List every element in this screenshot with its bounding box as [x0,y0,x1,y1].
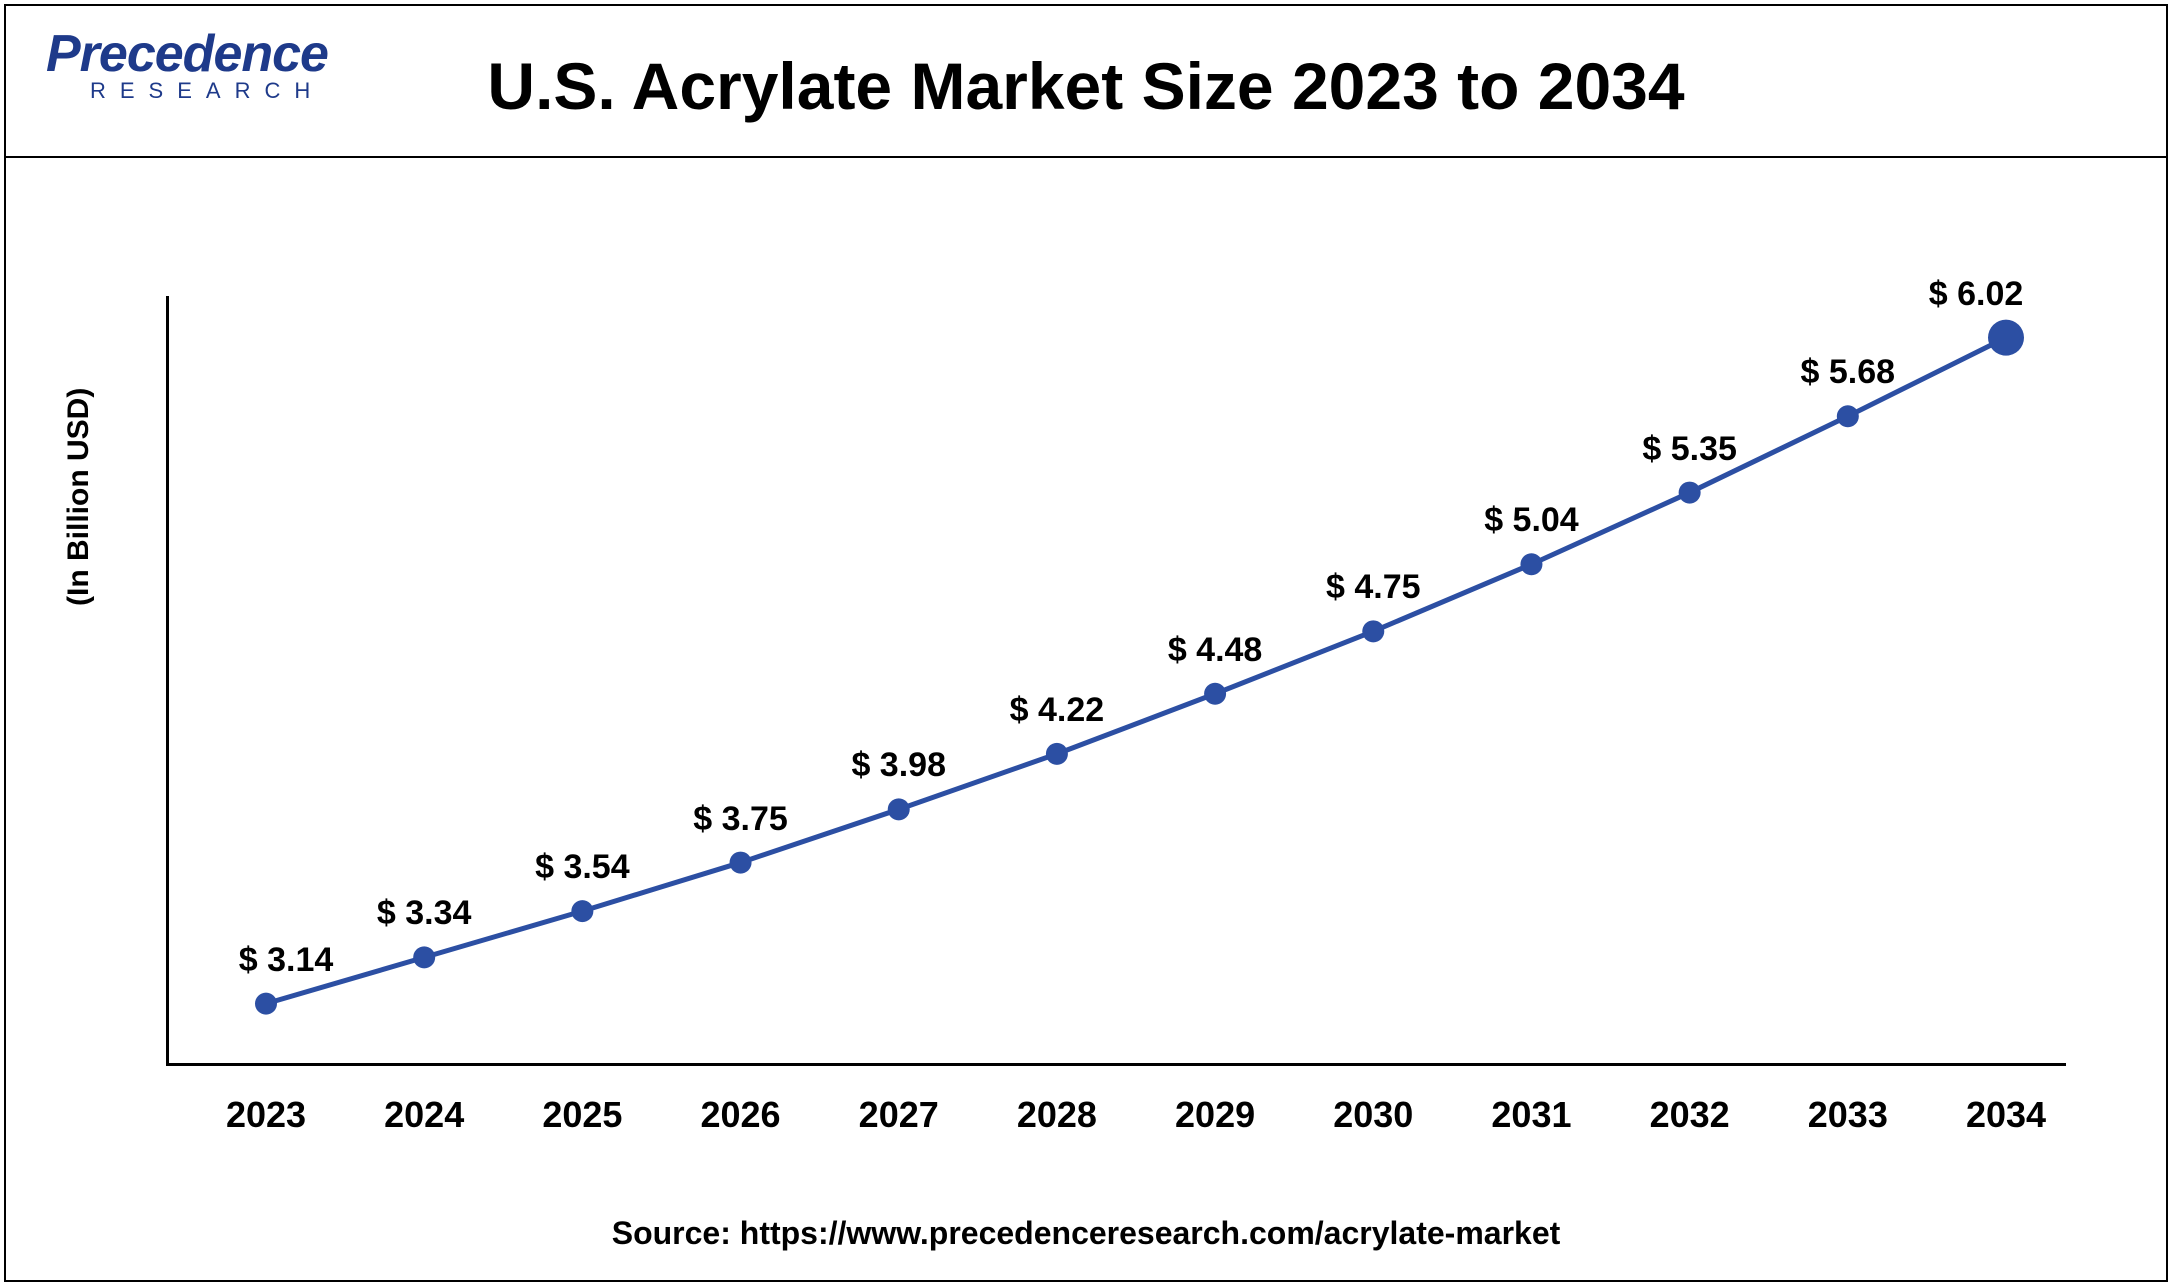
x-tick-label: 2025 [542,1094,622,1136]
chart-marker [1204,683,1226,705]
data-label: $ 6.02 [1929,275,2024,314]
data-label: $ 3.75 [693,800,788,839]
x-tick-label: 2024 [384,1094,464,1136]
line-chart-svg [166,296,2066,1066]
x-tick-label: 2027 [859,1094,939,1136]
data-label: $ 5.04 [1484,501,1579,540]
plot-area: $ 3.14 $ 3.34 $ 3.54 $ 3.75 $ 3.98 $ 4.22 $ 4.… [166,296,2066,1066]
chart-marker [1046,743,1068,765]
data-label: $ 5.35 [1642,430,1737,469]
chart-marker [1520,553,1542,575]
data-label: $ 3.54 [535,848,630,887]
data-label: $ 5.68 [1801,353,1896,392]
x-tick-label: 2028 [1017,1094,1097,1136]
data-label: $ 3.34 [377,894,472,933]
x-tick-label: 2033 [1808,1094,1888,1136]
x-tick-label: 2034 [1966,1094,2046,1136]
x-tick-label: 2032 [1650,1094,1730,1136]
data-label: $ 4.75 [1326,568,1421,607]
chart-marker [1837,405,1859,427]
chart-marker [255,993,277,1015]
chart-frame: Precedence RESEARCH U.S. Acrylate Market… [4,4,2168,1282]
source-text: Source: https://www.precedenceresearch.c… [6,1215,2166,1252]
chart-marker [413,946,435,968]
chart-marker [1362,620,1384,642]
x-tick-label: 2030 [1333,1094,1413,1136]
chart-marker [730,852,752,874]
chart-marker [1988,320,2024,356]
chart-marker [888,798,910,820]
header-bar: Precedence RESEARCH U.S. Acrylate Market… [6,6,2166,158]
x-tick-label: 2023 [226,1094,306,1136]
chart-marker [571,900,593,922]
x-tick-label: 2026 [700,1094,780,1136]
data-label: $ 3.14 [239,941,334,980]
data-label: $ 4.22 [1010,691,1105,730]
data-label: $ 3.98 [851,746,946,785]
chart-line [266,338,2006,1004]
chart-title: U.S. Acrylate Market Size 2023 to 2034 [6,48,2166,124]
y-axis-label: (In Billion USD) [62,388,96,606]
x-tick-label: 2029 [1175,1094,1255,1136]
data-label: $ 4.48 [1168,631,1263,670]
chart-marker [1679,482,1701,504]
x-tick-label: 2031 [1491,1094,1571,1136]
